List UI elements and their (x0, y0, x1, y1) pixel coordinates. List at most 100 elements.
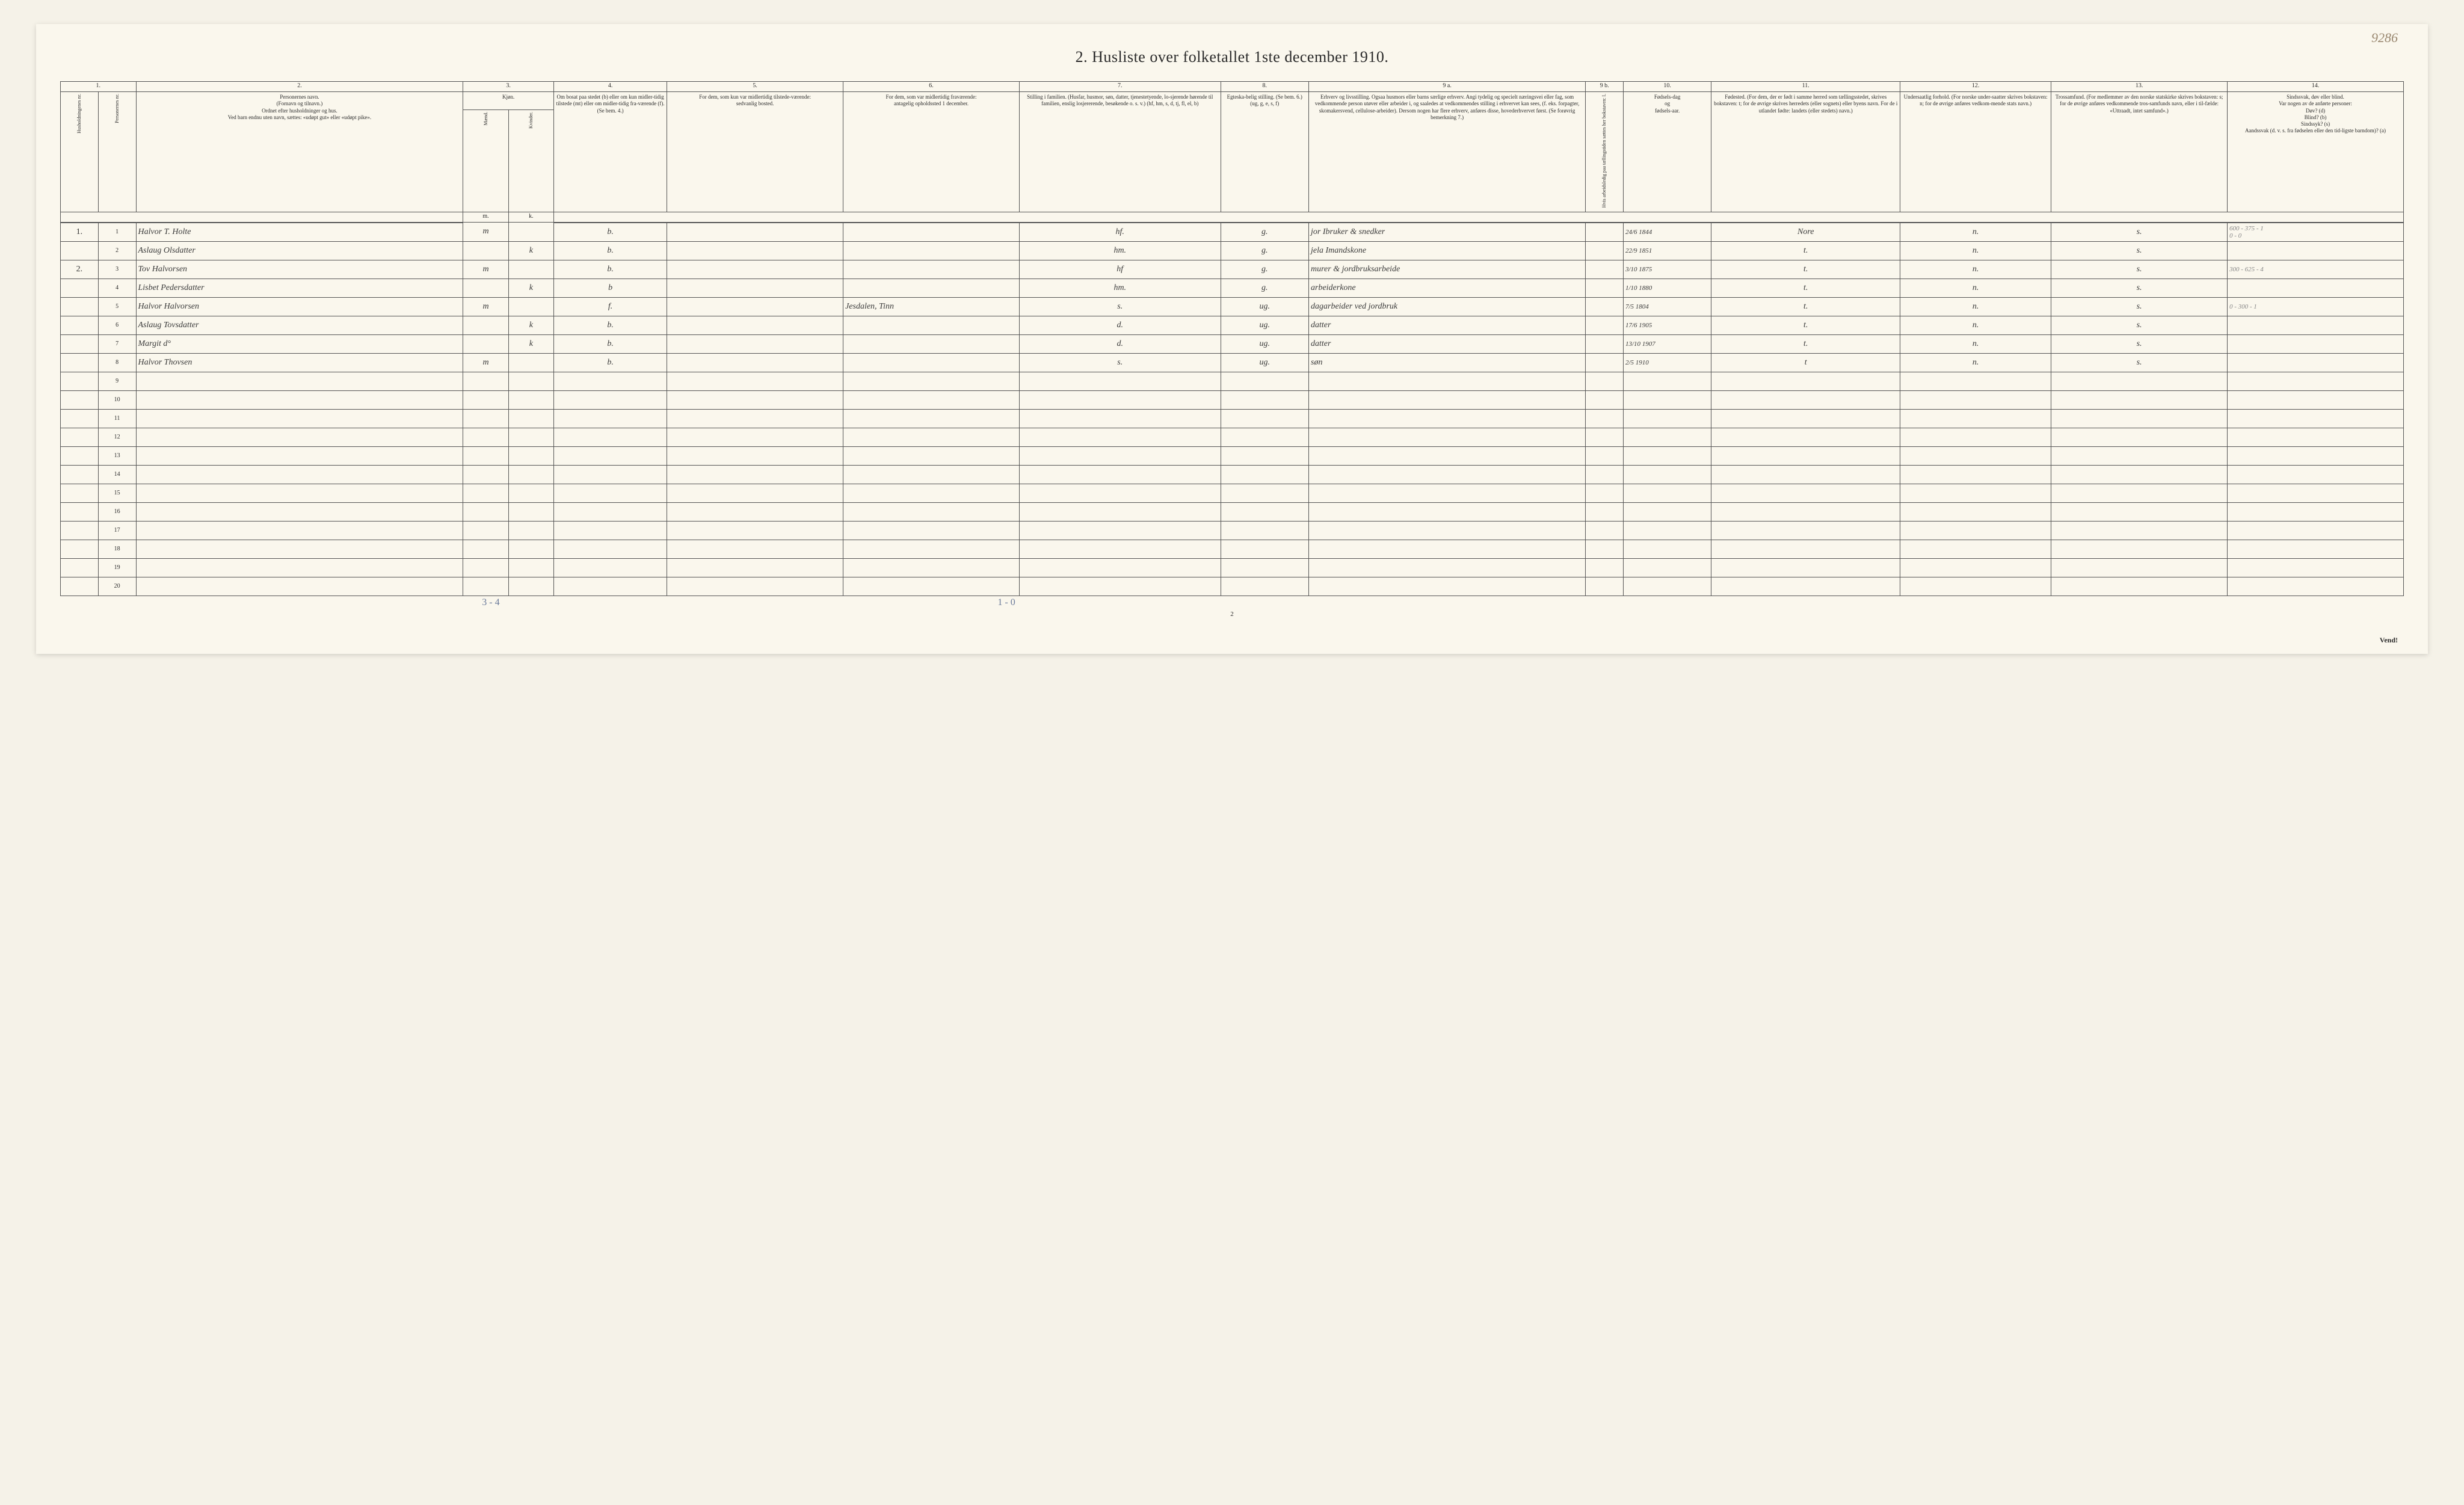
col-num: 5. (667, 82, 843, 92)
cell-forhold: n. (1900, 260, 2051, 279)
cell-name: Margit d° (136, 334, 463, 353)
cell-empty (61, 577, 99, 596)
cell-empty (1019, 577, 1221, 596)
cell-empty (61, 521, 99, 540)
cell-forhold: n. (1900, 279, 2051, 297)
cell-fravaerende (843, 279, 1020, 297)
cell-bosat: b. (553, 260, 667, 279)
cell-empty (1711, 577, 1900, 596)
header-kvinder: Kvinder. (508, 110, 553, 212)
cell-erhverv: arbeiderkone (1309, 279, 1586, 297)
census-table: 1. 2. 3. 4. 5. 6. 7. 8. 9 a. 9 b. 10. 11… (60, 81, 2404, 596)
header-household-nr: Husholdningenes nr. (61, 92, 99, 212)
cell-fravaerende: Jesdalen, Tinn (843, 297, 1020, 316)
cell-person-nr: 12 (98, 428, 136, 446)
footer-page-number: 2 (60, 611, 2404, 618)
cell-household (61, 316, 99, 334)
cell-female (508, 353, 553, 372)
cell-empty (61, 540, 99, 558)
cell-bosat: b. (553, 241, 667, 260)
cell-arbeidsledig (1586, 279, 1624, 297)
cell-tilstede (667, 353, 843, 372)
cell-empty (2051, 409, 2228, 428)
col-num: 9 b. (1586, 82, 1624, 92)
cell-empty (1623, 428, 1711, 446)
cell-empty (1221, 465, 1308, 484)
cell-empty (667, 484, 843, 502)
cell-empty (1309, 521, 1586, 540)
cell-empty (667, 577, 843, 596)
cell-empty (136, 540, 463, 558)
cell-empty (136, 372, 463, 390)
cell-household (61, 353, 99, 372)
header-midlertidig-fravaerende: For dem, som var midlertidig fraværende:… (843, 92, 1020, 212)
cell-fravaerende (843, 241, 1020, 260)
cell-fodested: t. (1711, 297, 1900, 316)
cell-egt: ug. (1221, 316, 1308, 334)
cell-empty (508, 409, 553, 428)
cell-person-nr: 17 (98, 521, 136, 540)
cell-male: m (463, 353, 508, 372)
table-body: 1. 1 Halvor T. Holte m b. hf. g. jor Ibr… (61, 223, 2404, 596)
cell-female: k (508, 316, 553, 334)
cell-empty (553, 558, 667, 577)
cell-empty (1623, 465, 1711, 484)
cell-empty (61, 372, 99, 390)
header-sindssvak: Sindssvak, døv eller blind. Var nogen av… (2227, 92, 2403, 212)
table-row: 4 Lisbet Pedersdatter k b hm. g. arbeide… (61, 279, 2404, 297)
cell-fodested: Nore (1711, 223, 1900, 242)
cell-empty (61, 446, 99, 465)
cell-tros: s. (2051, 316, 2228, 334)
cell-empty (553, 428, 667, 446)
header-name: Personernes navn. (Fornavn og tilnavn.) … (136, 92, 463, 212)
k-label: k. (508, 212, 553, 223)
cell-empty (553, 446, 667, 465)
cell-empty (2227, 502, 2403, 521)
cell-empty (667, 558, 843, 577)
cell-tros: s. (2051, 223, 2228, 242)
cell-empty (1019, 484, 1221, 502)
mk-row: m. k. (61, 212, 2404, 223)
cell-person-nr: 18 (98, 540, 136, 558)
table-row-empty: 20 (61, 577, 2404, 596)
cell-person-nr: 15 (98, 484, 136, 502)
cell-fodested: t. (1711, 334, 1900, 353)
cell-empty (2051, 390, 2228, 409)
cell-name: Halvor T. Holte (136, 223, 463, 242)
cell-empty (1623, 409, 1711, 428)
header-stilling: Stilling i familien. (Husfar, husmor, sø… (1019, 92, 1221, 212)
cell-fodested: t. (1711, 260, 1900, 279)
cell-fravaerende (843, 334, 1020, 353)
cell-empty (1019, 465, 1221, 484)
cell-empty (1623, 521, 1711, 540)
table-row: 5 Halvor Halvorsen m f. Jesdalen, Tinn s… (61, 297, 2404, 316)
cell-empty (136, 484, 463, 502)
cell-empty (463, 577, 508, 596)
cell-empty (843, 558, 1020, 577)
cell-fodsel: 3/10 1875 (1623, 260, 1711, 279)
cell-empty (1900, 390, 2051, 409)
cell-empty (667, 390, 843, 409)
cell-empty (1900, 446, 2051, 465)
cell-empty (1019, 558, 1221, 577)
cell-empty (136, 577, 463, 596)
cell-male (463, 279, 508, 297)
cell-household: 1. (61, 223, 99, 242)
cell-name: Aslaug Olsdatter (136, 241, 463, 260)
col-num: 11. (1711, 82, 1900, 92)
cell-male (463, 241, 508, 260)
table-row-empty: 13 (61, 446, 2404, 465)
cell-annotation (2227, 316, 2403, 334)
cell-male: m (463, 223, 508, 242)
cell-empty (1309, 446, 1586, 465)
cell-forhold: n. (1900, 297, 2051, 316)
cell-bosat: b. (553, 223, 667, 242)
col-num: 14. (2227, 82, 2403, 92)
cell-empty (1309, 484, 1586, 502)
header-fodsel: Fødsels-dag og fødsels-aar. (1623, 92, 1711, 212)
cell-empty (667, 465, 843, 484)
vend-label: Vend! (2380, 636, 2398, 645)
cell-erhverv: datter (1309, 316, 1586, 334)
cell-empty (1309, 390, 1586, 409)
cell-empty (463, 372, 508, 390)
